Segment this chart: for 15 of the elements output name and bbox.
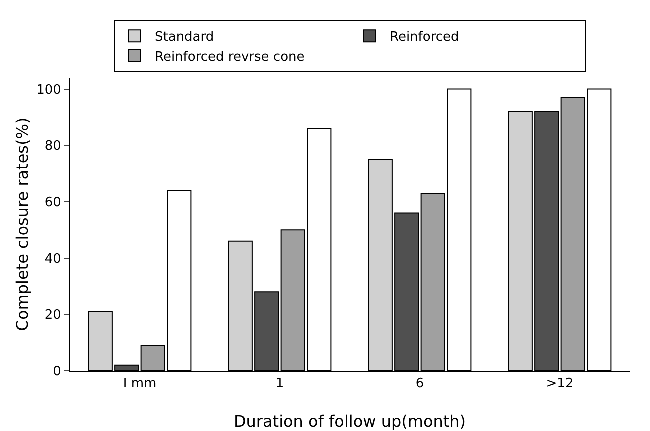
legend-label: Reinforced revrse cone: [155, 50, 305, 66]
y-tick-label: 20: [44, 308, 62, 324]
y-tick-label: 40: [44, 252, 62, 267]
y-tick-label: 0: [53, 364, 62, 380]
x-tick-label: I mm: [123, 376, 157, 392]
x-tick-label: 6: [416, 376, 424, 392]
x-tick-label: >12: [546, 376, 574, 392]
y-tick-label: 100: [36, 82, 62, 98]
x-axis-title: Duration of follow up(month): [234, 412, 466, 431]
y-tick-label: 80: [44, 139, 62, 154]
x-tick-label: 1: [276, 376, 284, 392]
y-axis-title: Complete closure rates(%): [13, 118, 32, 332]
legend-label: Reinforced: [390, 30, 460, 46]
legend-label: Standard: [155, 30, 214, 46]
y-tick-label: 60: [44, 196, 62, 211]
